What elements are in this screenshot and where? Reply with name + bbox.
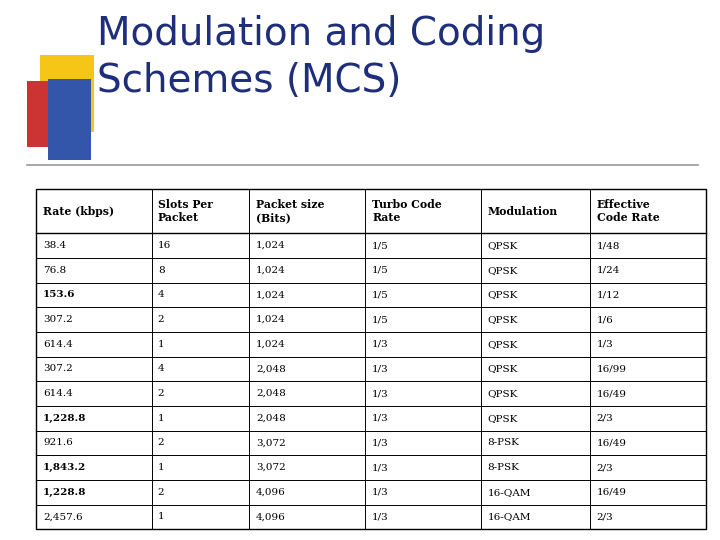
Text: QPSK: QPSK xyxy=(487,364,518,373)
Text: 76.8: 76.8 xyxy=(43,266,66,275)
Text: 1/3: 1/3 xyxy=(372,364,389,373)
Text: 1/3: 1/3 xyxy=(372,512,389,521)
Text: 2/3: 2/3 xyxy=(597,414,613,423)
Text: 1/3: 1/3 xyxy=(372,389,389,398)
Bar xyxy=(48,79,91,160)
Text: QPSK: QPSK xyxy=(487,340,518,349)
Text: 1,024: 1,024 xyxy=(256,266,286,275)
Text: 2: 2 xyxy=(158,438,164,447)
Text: 4: 4 xyxy=(158,291,164,299)
Text: 8: 8 xyxy=(158,266,164,275)
Text: 16/49: 16/49 xyxy=(597,389,626,398)
Text: 153.6: 153.6 xyxy=(43,291,76,299)
Text: 1/3: 1/3 xyxy=(372,340,389,349)
Text: Effective
Code Rate: Effective Code Rate xyxy=(597,199,660,223)
Text: 4,096: 4,096 xyxy=(256,512,286,521)
Text: 1,843.2: 1,843.2 xyxy=(43,463,86,472)
Text: Modulation and Coding
Schemes (MCS): Modulation and Coding Schemes (MCS) xyxy=(97,15,546,100)
Text: QPSK: QPSK xyxy=(487,291,518,299)
Text: 1/6: 1/6 xyxy=(597,315,613,324)
Text: 1/5: 1/5 xyxy=(372,241,389,250)
Text: 2: 2 xyxy=(158,488,164,497)
Bar xyxy=(27,81,69,147)
Text: 1/3: 1/3 xyxy=(372,488,389,497)
Text: 921.6: 921.6 xyxy=(43,438,73,447)
Text: 16/49: 16/49 xyxy=(597,488,626,497)
Text: QPSK: QPSK xyxy=(487,266,518,275)
Text: 1/3: 1/3 xyxy=(372,463,389,472)
Text: 16-QAM: 16-QAM xyxy=(487,488,531,497)
Text: 2: 2 xyxy=(158,389,164,398)
Text: 4: 4 xyxy=(158,364,164,373)
Text: 1: 1 xyxy=(158,512,164,521)
Text: Turbo Code
Rate: Turbo Code Rate xyxy=(372,199,442,223)
Text: 1: 1 xyxy=(158,414,164,423)
Text: 2,048: 2,048 xyxy=(256,389,286,398)
Text: QPSK: QPSK xyxy=(487,241,518,250)
Text: 3,072: 3,072 xyxy=(256,463,286,472)
Text: 8-PSK: 8-PSK xyxy=(487,438,520,447)
Text: 1,024: 1,024 xyxy=(256,291,286,299)
Text: 1,228.8: 1,228.8 xyxy=(43,414,86,423)
Text: 1: 1 xyxy=(158,463,164,472)
Text: 2,457.6: 2,457.6 xyxy=(43,512,83,521)
Text: 307.2: 307.2 xyxy=(43,315,73,324)
Text: 1/5: 1/5 xyxy=(372,291,389,299)
Text: 1,024: 1,024 xyxy=(256,241,286,250)
Text: 614.4: 614.4 xyxy=(43,389,73,398)
Text: 1: 1 xyxy=(158,340,164,349)
Text: 1/3: 1/3 xyxy=(372,438,389,447)
Text: 2: 2 xyxy=(158,315,164,324)
Text: QPSK: QPSK xyxy=(487,389,518,398)
Text: 2,048: 2,048 xyxy=(256,414,286,423)
Text: 1/3: 1/3 xyxy=(597,340,613,349)
Text: 16/99: 16/99 xyxy=(597,364,626,373)
Text: 8-PSK: 8-PSK xyxy=(487,463,520,472)
Text: Rate (kbps): Rate (kbps) xyxy=(43,206,114,217)
Text: 1/3: 1/3 xyxy=(372,414,389,423)
Text: Packet size
(Bits): Packet size (Bits) xyxy=(256,199,325,223)
Text: 307.2: 307.2 xyxy=(43,364,73,373)
Text: 16: 16 xyxy=(158,241,171,250)
Text: 2,048: 2,048 xyxy=(256,364,286,373)
Text: QPSK: QPSK xyxy=(487,414,518,423)
Bar xyxy=(40,55,94,132)
Text: Slots Per
Packet: Slots Per Packet xyxy=(158,199,213,223)
Text: 16-QAM: 16-QAM xyxy=(487,512,531,521)
Text: 1,024: 1,024 xyxy=(256,315,286,324)
Text: 614.4: 614.4 xyxy=(43,340,73,349)
Text: 4,096: 4,096 xyxy=(256,488,286,497)
Text: 1/48: 1/48 xyxy=(597,241,620,250)
Text: 1/12: 1/12 xyxy=(597,291,620,299)
Text: 3,072: 3,072 xyxy=(256,438,286,447)
Text: 1,228.8: 1,228.8 xyxy=(43,488,86,497)
Text: Modulation: Modulation xyxy=(487,206,558,217)
Text: 1,024: 1,024 xyxy=(256,340,286,349)
Text: 16/49: 16/49 xyxy=(597,438,626,447)
Text: 1/24: 1/24 xyxy=(597,266,620,275)
Text: QPSK: QPSK xyxy=(487,315,518,324)
Text: 1/5: 1/5 xyxy=(372,315,389,324)
Text: 38.4: 38.4 xyxy=(43,241,66,250)
Text: 1/5: 1/5 xyxy=(372,266,389,275)
Text: 2/3: 2/3 xyxy=(597,463,613,472)
Text: 2/3: 2/3 xyxy=(597,512,613,521)
